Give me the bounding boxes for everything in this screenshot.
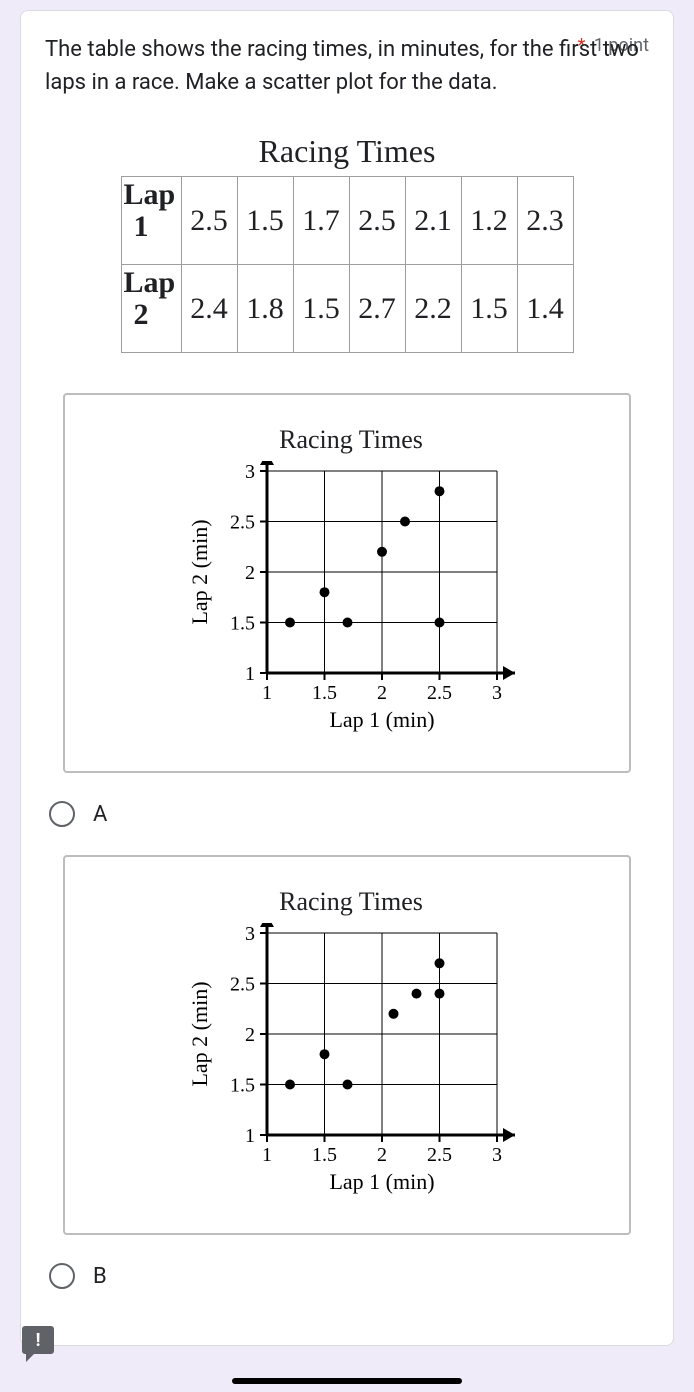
svg-text:1.5: 1.5 <box>312 682 337 704</box>
svg-text:1: 1 <box>262 682 272 704</box>
table-row: Lap 2 2.4 1.8 1.5 2.7 2.2 1.5 1.4 <box>121 265 573 353</box>
table-cell: 2.4 <box>181 265 237 353</box>
table-cell: 1.8 <box>237 265 293 353</box>
question-header: The table shows the racing times, in min… <box>45 33 649 99</box>
table-row: Lap 1 2.5 1.5 1.7 2.5 2.1 1.2 2.3 <box>121 177 573 265</box>
table-cell: 2.7 <box>349 265 405 353</box>
table-cell: 2.3 <box>517 177 573 265</box>
svg-text:2: 2 <box>377 682 387 704</box>
svg-text:2.5: 2.5 <box>230 512 255 534</box>
table-cell: 1.4 <box>517 265 573 353</box>
data-table-wrapper: Racing Times Lap 1 2.5 1.5 1.7 2.5 2.1 1… <box>45 133 649 353</box>
svg-text:Lap 2 (min): Lap 2 (min) <box>187 981 212 1086</box>
option-b-row[interactable]: B <box>45 1255 649 1317</box>
row-header-lap2: Lap 2 <box>121 265 181 353</box>
home-indicator <box>232 1378 462 1384</box>
option-a-chart-panel: Racing Times 1 1.5 2 2.5 3 1 1.5 2 2.5 3 Lap 1 (mi… <box>63 393 631 773</box>
svg-text:1.5: 1.5 <box>230 613 255 635</box>
svg-text:2: 2 <box>245 1024 255 1046</box>
table-title: Racing Times <box>45 133 649 170</box>
svg-text:2.5: 2.5 <box>427 1144 452 1166</box>
svg-text:3: 3 <box>245 461 255 483</box>
svg-text:2: 2 <box>245 562 255 584</box>
option-a-label: A <box>93 802 107 827</box>
svg-text:1: 1 <box>245 663 255 685</box>
svg-text:Lap 2 (min): Lap 2 (min) <box>187 519 212 624</box>
radio-icon[interactable] <box>49 801 75 827</box>
table-cell: 2.2 <box>405 265 461 353</box>
table-cell: 1.5 <box>237 177 293 265</box>
table-cell: 1.2 <box>461 177 517 265</box>
svg-text:1.5: 1.5 <box>230 1075 255 1097</box>
table-cell: 2.1 <box>405 177 461 265</box>
feedback-icon: ! <box>22 1326 54 1354</box>
option-b-label: B <box>93 1264 107 1289</box>
svg-text:1.5: 1.5 <box>312 1144 337 1166</box>
svg-text:2.5: 2.5 <box>230 974 255 996</box>
option-b-chart-panel: Racing Times 1 1.5 2 2.5 3 1 1.5 2 2.5 3 Lap 1 (mi… <box>63 855 631 1235</box>
svg-text:3: 3 <box>245 923 255 945</box>
svg-text:3: 3 <box>492 1144 502 1166</box>
svg-text:Lap 1 (min): Lap 1 (min) <box>329 707 434 732</box>
radio-icon[interactable] <box>49 1263 75 1289</box>
svg-text:Lap 1 (min): Lap 1 (min) <box>329 1169 434 1194</box>
chart-b-title: Racing Times <box>181 887 521 917</box>
table-cell: 2.5 <box>181 177 237 265</box>
question-text: The table shows the racing times, in min… <box>45 37 639 95</box>
row-header-lap1: Lap 1 <box>121 177 181 265</box>
question-card: * 1 point The table shows the racing tim… <box>20 10 674 1346</box>
svg-text:1: 1 <box>245 1125 255 1147</box>
svg-text:3: 3 <box>492 682 502 704</box>
svg-text:1: 1 <box>262 1144 272 1166</box>
scatter-chart-a: 1 1.5 2 2.5 3 1 1.5 2 2.5 3 Lap 1 (min) Lap 2 (min) <box>181 461 521 741</box>
feedback-button[interactable]: ! <box>20 1322 56 1358</box>
chart-a-title: Racing Times <box>181 425 521 455</box>
table-cell: 1.7 <box>293 177 349 265</box>
table-cell: 1.5 <box>461 265 517 353</box>
table-cell: 1.5 <box>293 265 349 353</box>
table-cell: 2.5 <box>349 177 405 265</box>
scatter-chart-b: 1 1.5 2 2.5 3 1 1.5 2 2.5 3 Lap 1 (min) Lap 2 (min) <box>181 923 521 1203</box>
svg-text:2: 2 <box>377 1144 387 1166</box>
racing-times-table: Lap 1 2.5 1.5 1.7 2.5 2.1 1.2 2.3 Lap 2 … <box>121 176 574 353</box>
option-a-row[interactable]: A <box>45 793 649 855</box>
svg-text:2.5: 2.5 <box>427 682 452 704</box>
